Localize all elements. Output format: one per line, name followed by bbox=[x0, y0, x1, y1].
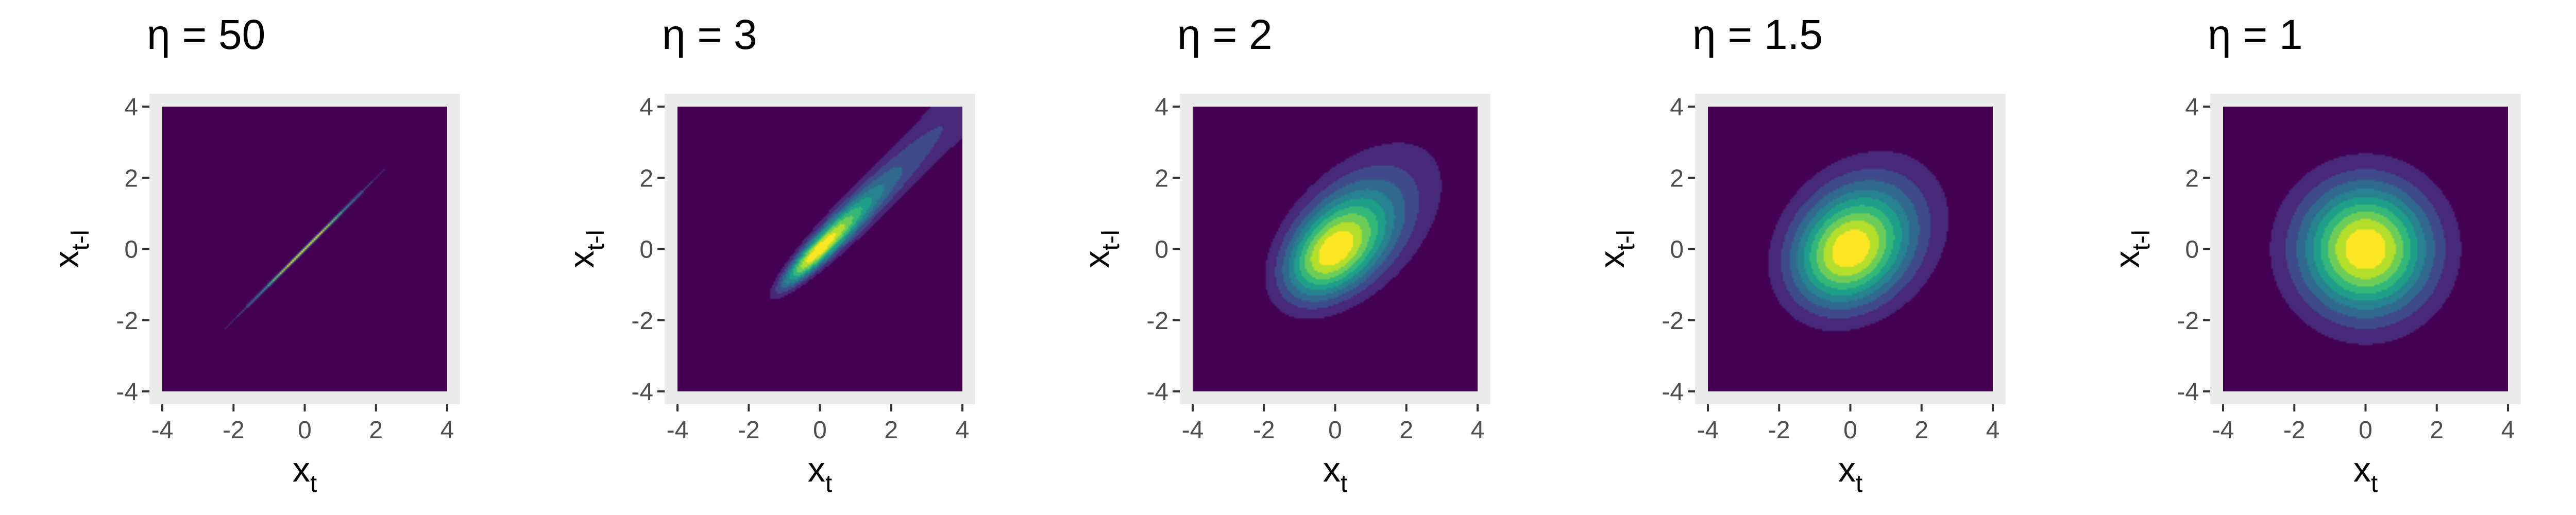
chart-svg: -4 -2 0 2 4 -4 -2 0 2 4 η = 50 xt xt-l bbox=[47, 11, 460, 497]
x-tick-label: 0 bbox=[1328, 417, 1342, 444]
chart-title: η = 2 bbox=[1177, 11, 1273, 58]
chart-panel: -4 -2 0 2 4 -4 -2 0 2 4 η = 1 xt xt-l bbox=[2061, 0, 2576, 515]
y-tick-label: 2 bbox=[124, 165, 138, 192]
y-tick-label: 2 bbox=[1670, 165, 1684, 192]
chart-title: η = 1.5 bbox=[1692, 11, 1823, 58]
y-tick-label: 4 bbox=[2185, 94, 2199, 121]
x-tick-label: 0 bbox=[813, 417, 827, 444]
chart-title: η = 50 bbox=[147, 11, 265, 58]
x-axis-label: xt bbox=[293, 450, 317, 497]
y-tick-label: 0 bbox=[639, 236, 653, 264]
y-axis-label: xt-l bbox=[1077, 230, 1125, 268]
y-tick-label: 4 bbox=[1155, 94, 1168, 121]
chart-svg: -4 -2 0 2 4 -4 -2 0 2 4 η = 1 xt xt-l bbox=[2108, 11, 2521, 497]
x-tick-label: -4 bbox=[151, 417, 174, 444]
x-tick-label: 2 bbox=[884, 417, 898, 444]
x-tick-label: 4 bbox=[1471, 417, 1485, 444]
y-tick-label: 2 bbox=[1155, 165, 1168, 192]
y-tick-label: -2 bbox=[1146, 307, 1168, 335]
y-tick-label: -4 bbox=[1146, 379, 1168, 406]
density-heatmap bbox=[677, 107, 962, 391]
x-tick-label: -2 bbox=[738, 417, 760, 444]
x-tick-label: -2 bbox=[1253, 417, 1275, 444]
x-tick-label: 0 bbox=[298, 417, 312, 444]
y-tick-label: -2 bbox=[2177, 307, 2199, 335]
x-axis-label: xt bbox=[808, 450, 832, 497]
x-tick-label: 0 bbox=[2359, 417, 2372, 444]
x-tick-label: -4 bbox=[667, 417, 689, 444]
y-tick-label: -4 bbox=[2177, 379, 2199, 406]
y-tick-label: 0 bbox=[1155, 236, 1168, 264]
y-tick-label: 0 bbox=[2185, 236, 2199, 264]
x-tick-label: 2 bbox=[2430, 417, 2444, 444]
x-axis-label: xt bbox=[1323, 450, 1347, 497]
chart-title: η = 3 bbox=[662, 11, 757, 58]
y-tick-label: 4 bbox=[124, 94, 138, 121]
y-tick-label: 0 bbox=[1670, 236, 1684, 264]
chart-panel: -4 -2 0 2 4 -4 -2 0 2 4 η = 1.5 xt xt-l bbox=[1546, 0, 2061, 515]
y-tick-label: 4 bbox=[639, 94, 653, 121]
x-tick-label: 2 bbox=[1914, 417, 1928, 444]
x-tick-label: -4 bbox=[1697, 417, 1719, 444]
x-tick-label: 4 bbox=[1986, 417, 2000, 444]
y-tick-label: 2 bbox=[639, 165, 653, 192]
y-tick-label: -2 bbox=[1662, 307, 1684, 335]
y-tick-label: -4 bbox=[631, 379, 653, 406]
chart-panel: -4 -2 0 2 4 -4 -2 0 2 4 η = 50 xt xt-l bbox=[0, 0, 515, 515]
chart-svg: -4 -2 0 2 4 -4 -2 0 2 4 η = 3 xt xt-l bbox=[562, 11, 975, 497]
y-axis-label: xt-l bbox=[1592, 230, 1640, 268]
x-tick-label: 4 bbox=[2501, 417, 2515, 444]
x-axis-label: xt bbox=[1838, 450, 1862, 497]
x-tick-label: 2 bbox=[369, 417, 383, 444]
y-tick-label: 0 bbox=[124, 236, 138, 264]
y-tick-label: -4 bbox=[116, 379, 138, 406]
x-tick-label: -4 bbox=[1182, 417, 1204, 444]
x-tick-label: -2 bbox=[223, 417, 245, 444]
chart-title: η = 1 bbox=[2208, 11, 2303, 58]
density-heatmap bbox=[1708, 107, 1993, 391]
x-tick-label: -4 bbox=[2212, 417, 2234, 444]
y-tick-label: -2 bbox=[631, 307, 653, 335]
chart-svg: -4 -2 0 2 4 -4 -2 0 2 4 η = 1.5 xt xt-l bbox=[1592, 11, 2006, 497]
x-tick-label: 0 bbox=[1843, 417, 1857, 444]
x-axis-label: xt bbox=[2353, 450, 2378, 497]
density-heatmap bbox=[1193, 107, 1478, 391]
y-tick-label: -2 bbox=[116, 307, 138, 335]
y-axis-label: xt-l bbox=[2108, 230, 2155, 268]
chart-svg: -4 -2 0 2 4 -4 -2 0 2 4 η = 2 xt xt-l bbox=[1077, 11, 1490, 497]
x-tick-label: -2 bbox=[1768, 417, 1790, 444]
y-tick-label: 2 bbox=[2185, 165, 2199, 192]
x-tick-label: -2 bbox=[2283, 417, 2306, 444]
density-heatmap bbox=[162, 107, 447, 391]
chart-panel: -4 -2 0 2 4 -4 -2 0 2 4 η = 3 xt xt-l bbox=[515, 0, 1030, 515]
y-tick-label: -4 bbox=[1662, 379, 1684, 406]
x-tick-label: 2 bbox=[1399, 417, 1413, 444]
y-tick-label: 4 bbox=[1670, 94, 1684, 121]
x-tick-label: 4 bbox=[956, 417, 970, 444]
density-heatmap bbox=[2223, 107, 2508, 391]
y-axis-label: xt-l bbox=[562, 230, 609, 268]
chart-panel: -4 -2 0 2 4 -4 -2 0 2 4 η = 2 xt xt-l bbox=[1030, 0, 1546, 515]
y-axis-label: xt-l bbox=[47, 230, 94, 268]
x-tick-label: 4 bbox=[440, 417, 454, 444]
